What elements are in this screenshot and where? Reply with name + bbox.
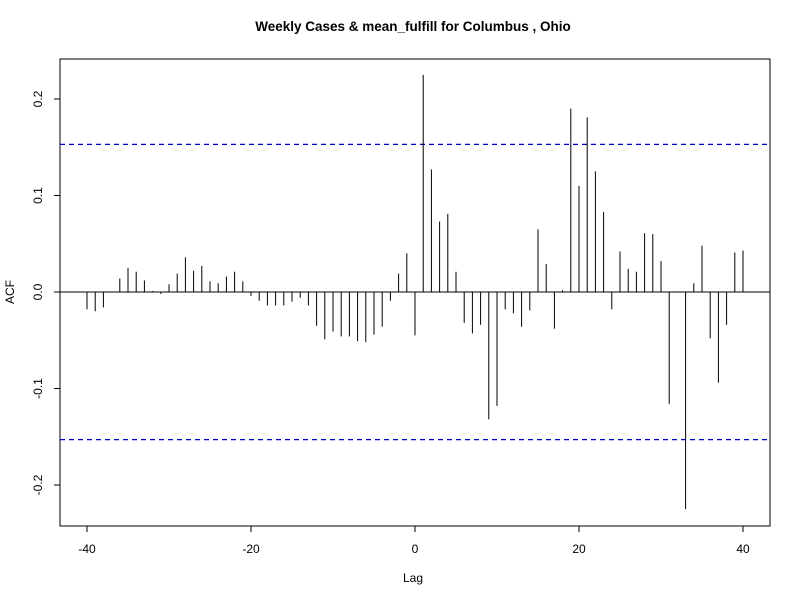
- y-tick-label: 0.1: [31, 187, 45, 204]
- chart-title: Weekly Cases & mean_fulfill for Columbus…: [255, 19, 571, 34]
- x-axis-label: Lag: [403, 571, 423, 585]
- x-tick-label: 20: [572, 542, 586, 556]
- acf-spikes: [86, 74, 744, 510]
- x-tick-label: -40: [78, 542, 96, 556]
- x-tick-label: 0: [412, 542, 419, 556]
- y-tick-label: -0.1: [31, 378, 45, 399]
- y-tick-label: -0.2: [31, 474, 45, 495]
- y-tick-label: 0.2: [31, 90, 45, 107]
- y-axis: -0.2 -0.1 0.0 0.1 0.2: [31, 90, 61, 495]
- x-tick-label: -20: [242, 542, 260, 556]
- y-axis-label: ACF: [3, 280, 17, 304]
- x-axis: -40 -20 0 20 40: [78, 525, 750, 556]
- y-tick-label: 0.0: [31, 283, 45, 300]
- x-tick-label: 40: [736, 542, 750, 556]
